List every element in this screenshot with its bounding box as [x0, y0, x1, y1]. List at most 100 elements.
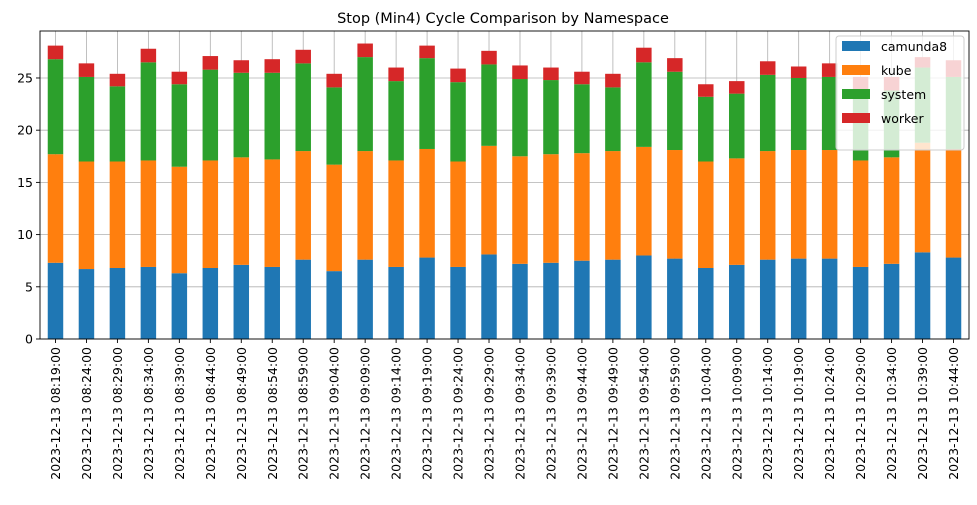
legend-swatch-worker [842, 113, 870, 123]
x-tick-label: 2023-12-13 09:44:00 [574, 347, 589, 480]
bar-segment-camunda8 [914, 252, 931, 339]
x-tick-label: 2023-12-13 10:44:00 [946, 347, 961, 480]
legend-swatch-kube [842, 65, 870, 75]
bar-segment-system [388, 81, 404, 161]
bar-segment-worker [512, 65, 528, 80]
bar-segment-worker [729, 81, 745, 94]
bar-segment-camunda8 [759, 259, 776, 339]
bar-segment-camunda8 [326, 271, 342, 339]
bar-segment-system [636, 62, 652, 147]
bar-segment-worker [357, 43, 373, 58]
bar-segment-system [357, 57, 373, 152]
bar-segment-camunda8 [574, 260, 590, 339]
bar-segment-worker [47, 45, 64, 60]
bar-segment-system [264, 72, 280, 160]
bar-segment-kube [790, 150, 807, 259]
bar-segment-camunda8 [171, 273, 188, 339]
bar-segment-system [574, 84, 590, 154]
bar-segment-camunda8 [109, 268, 126, 339]
bar-segment-kube [729, 158, 745, 265]
x-tick-label: 2023-12-13 09:29:00 [482, 347, 497, 480]
y-tick-label: 25 [17, 70, 33, 85]
x-tick-label: 2023-12-13 09:49:00 [605, 347, 620, 480]
bar-segment-camunda8 [698, 268, 714, 339]
x-tick-label: 2023-12-13 09:59:00 [667, 347, 682, 480]
x-tick-label: 2023-12-13 08:59:00 [296, 347, 311, 480]
x-tick-label: 2023-12-13 10:09:00 [729, 347, 744, 480]
bar-segment-system [202, 69, 219, 161]
bar-segment-camunda8 [78, 269, 95, 339]
bar-segment-camunda8 [667, 258, 683, 339]
bar-segment-kube [883, 157, 900, 264]
bar-segment-kube [109, 161, 126, 269]
bar-segment-worker [821, 63, 838, 77]
bar-segment-camunda8 [202, 268, 219, 339]
x-tick-label: 2023-12-13 10:34:00 [884, 347, 899, 480]
bar-segment-worker [233, 60, 250, 73]
x-tick-label: 2023-12-13 10:29:00 [853, 347, 868, 480]
bar-segment-worker [450, 68, 466, 83]
bar-segment-camunda8 [729, 264, 745, 339]
bar-segment-system [326, 87, 342, 165]
bars [47, 43, 962, 339]
bar-segment-camunda8 [233, 264, 250, 339]
bar-segment-system [512, 79, 528, 157]
bar-segment-system [481, 64, 497, 146]
x-tick-label: 2023-12-13 09:39:00 [543, 347, 558, 480]
bar-segment-kube [171, 166, 188, 274]
bar-segment-camunda8 [47, 262, 64, 339]
y-tick-label: 0 [25, 332, 33, 347]
bar-segment-kube [419, 148, 435, 258]
bar-segment-camunda8 [605, 259, 621, 339]
bar-segment-worker [790, 66, 807, 78]
bar-segment-worker [419, 45, 435, 59]
x-tick-label: 2023-12-13 08:44:00 [203, 347, 218, 480]
bar-segment-camunda8 [852, 266, 869, 339]
bar-segment-camunda8 [512, 263, 528, 339]
bar-segment-worker [543, 67, 559, 81]
bar-segment-system [450, 82, 466, 162]
bar-segment-kube [326, 164, 342, 272]
bar-segment-camunda8 [357, 259, 373, 339]
bar-segment-system [759, 74, 776, 152]
bar-segment-kube [481, 145, 497, 255]
bar-segment-camunda8 [790, 258, 807, 339]
bar-segment-camunda8 [945, 257, 962, 339]
x-tick-label: 2023-12-13 08:54:00 [265, 347, 280, 480]
bar-segment-worker [759, 61, 776, 75]
bar-segment-camunda8 [636, 255, 652, 339]
bar-segment-worker [481, 50, 497, 65]
bar-segment-worker [574, 71, 590, 85]
legend-swatch-system [842, 89, 870, 99]
x-tick-label: 2023-12-13 09:19:00 [420, 347, 435, 480]
bar-segment-system [790, 77, 807, 151]
axes: 0 5 10 15 20 25 2023-12-13 08:19:00 2023-12-13 … [17, 30, 970, 480]
bar-segment-kube [78, 161, 95, 270]
x-tick-label: 2023-12-13 09:14:00 [389, 347, 404, 480]
x-tick-label: 2023-12-13 10:14:00 [760, 347, 775, 480]
bar-segment-worker [667, 58, 683, 72]
legend-label-system: system [881, 87, 926, 102]
bar-segment-worker [109, 73, 126, 87]
bar-segment-system [729, 93, 745, 159]
bar-segment-camunda8 [543, 262, 559, 339]
bar-segment-worker [388, 67, 404, 82]
bar-segment-kube [914, 142, 931, 253]
bar-segment-system [821, 76, 838, 151]
bar-segment-camunda8 [388, 266, 404, 339]
bar-segment-camunda8 [419, 257, 435, 339]
x-tick-label: 2023-12-13 09:09:00 [358, 347, 373, 480]
x-tick-label: 2023-12-13 08:19:00 [48, 347, 63, 480]
bar-segment-worker [140, 48, 157, 63]
bar-segment-system [140, 62, 157, 161]
bar-segment-kube [852, 160, 869, 267]
bar-segment-kube [698, 161, 714, 269]
bar-segment-kube [574, 153, 590, 261]
bar-segment-camunda8 [821, 258, 838, 339]
bar-segment-worker [636, 47, 652, 63]
legend-label-worker: worker [881, 111, 924, 126]
bar-segment-worker [171, 71, 188, 85]
bar-segment-camunda8 [883, 263, 900, 339]
legend-label-camunda8: camunda8 [881, 39, 947, 54]
